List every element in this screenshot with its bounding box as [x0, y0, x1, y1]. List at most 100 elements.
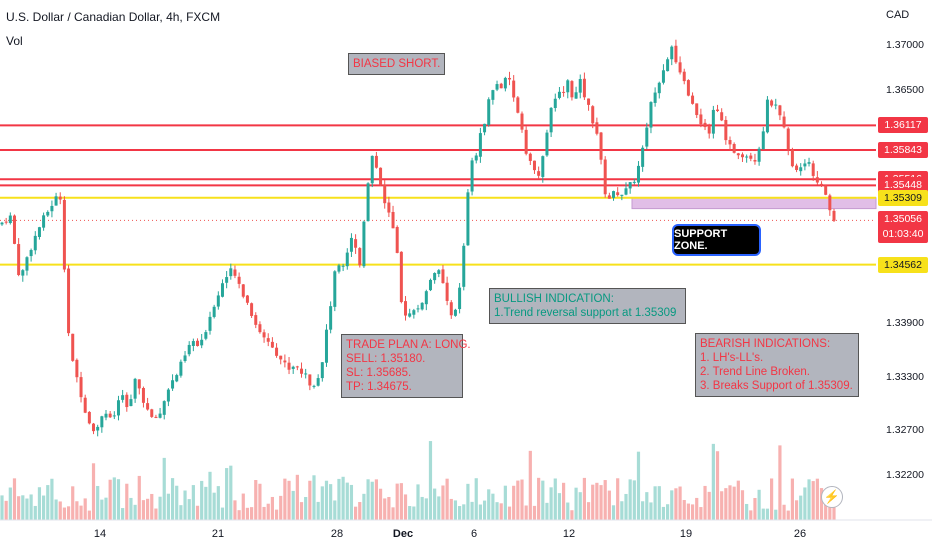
volume-bar	[557, 493, 562, 520]
candle-body	[196, 340, 200, 347]
candle-body	[112, 415, 116, 417]
candle-body	[304, 373, 308, 375]
candle-body	[657, 82, 661, 94]
volume-bar	[266, 503, 270, 520]
candle-body	[275, 347, 279, 356]
volume-bar	[682, 500, 686, 520]
volume-bar	[378, 488, 383, 520]
candle-body	[229, 268, 233, 277]
candle-body	[4, 221, 8, 223]
candle-body	[50, 205, 54, 212]
candle-body	[54, 196, 58, 206]
candle-body	[824, 185, 828, 195]
candle-body	[491, 90, 495, 100]
candle-body	[349, 237, 353, 252]
volume-bar	[803, 487, 807, 520]
volume-bar	[695, 497, 699, 520]
x-tick-label: Dec	[392, 528, 414, 540]
candle-body	[666, 59, 670, 72]
volume-bar	[383, 498, 387, 520]
volume-bar	[549, 487, 553, 520]
volume-bar	[420, 496, 424, 520]
volume-bar	[478, 504, 482, 520]
candle-body	[774, 104, 778, 106]
candle-body	[778, 105, 782, 116]
volume-bar	[295, 474, 299, 520]
candle-body	[628, 182, 632, 189]
candle-body	[820, 183, 824, 186]
volume-bar	[29, 494, 33, 520]
candle-body	[300, 368, 304, 374]
volume-bar	[607, 490, 611, 520]
volume-bar	[736, 480, 740, 520]
y-tick-label: 1.33300	[886, 370, 924, 383]
volume-bar	[8, 487, 12, 520]
candle-body	[699, 114, 703, 125]
candle-body	[462, 245, 466, 287]
candle-body	[595, 122, 599, 134]
candle-body	[433, 273, 437, 281]
price-label: 1.34562	[878, 256, 928, 273]
candle-body	[732, 144, 736, 153]
price-label: 1.35309	[878, 189, 928, 206]
volume-bar	[503, 485, 507, 520]
candle-body	[512, 80, 516, 98]
volume-bar	[507, 506, 512, 520]
support-zone-label: SUPPORT ZONE.	[672, 224, 761, 256]
candle-body	[17, 244, 21, 276]
candle-body	[803, 163, 807, 167]
candle-body	[616, 192, 620, 196]
volume-bar	[466, 483, 470, 520]
volume-bar	[229, 465, 233, 520]
volume-bar	[108, 479, 112, 520]
candle-body	[653, 92, 657, 103]
volume-bar	[799, 495, 803, 520]
candle-body	[466, 192, 470, 246]
candle-body	[678, 62, 682, 73]
volume-bar	[17, 496, 21, 520]
candle-body	[154, 416, 158, 418]
candle-body	[374, 155, 378, 168]
candle-body	[524, 129, 528, 154]
volume-bar	[304, 496, 308, 520]
candle-body	[395, 226, 399, 253]
volume-bar	[553, 478, 557, 520]
candle-body	[100, 416, 104, 428]
candle-body	[204, 332, 208, 339]
candle-body	[258, 324, 262, 333]
candle-body	[104, 413, 108, 418]
candle-body	[312, 385, 316, 387]
candle-body	[636, 165, 640, 183]
candle-body	[245, 295, 249, 303]
candle-body	[528, 153, 532, 161]
candle-body	[707, 126, 711, 134]
volume-bar	[445, 478, 449, 520]
volume-bar	[512, 485, 516, 520]
volume-bar	[96, 485, 100, 520]
candle-body	[92, 423, 96, 432]
candle-body	[166, 389, 170, 402]
volume-bar	[187, 499, 191, 520]
candle-body	[562, 91, 566, 93]
candle-body	[58, 196, 62, 200]
y-tick-label: 1.32700	[886, 424, 924, 437]
candle-body	[599, 132, 603, 160]
volume-bar	[258, 483, 262, 520]
candle-body	[129, 399, 133, 407]
volume-bar	[370, 481, 374, 520]
candle-body	[250, 303, 254, 316]
x-tick-label: 21	[211, 528, 225, 540]
candle-body	[811, 163, 815, 176]
candle-body	[283, 360, 287, 363]
volume-bar	[166, 493, 170, 520]
candle-body	[736, 153, 740, 156]
volume-bar	[345, 482, 349, 520]
candle-body	[424, 291, 428, 305]
volume-bar	[524, 505, 528, 520]
volume-bar	[824, 497, 828, 520]
candle-body	[25, 257, 29, 271]
volume-bar	[661, 506, 666, 520]
lightning-icon[interactable]: ⚡	[821, 486, 843, 508]
candle-body	[337, 265, 341, 272]
